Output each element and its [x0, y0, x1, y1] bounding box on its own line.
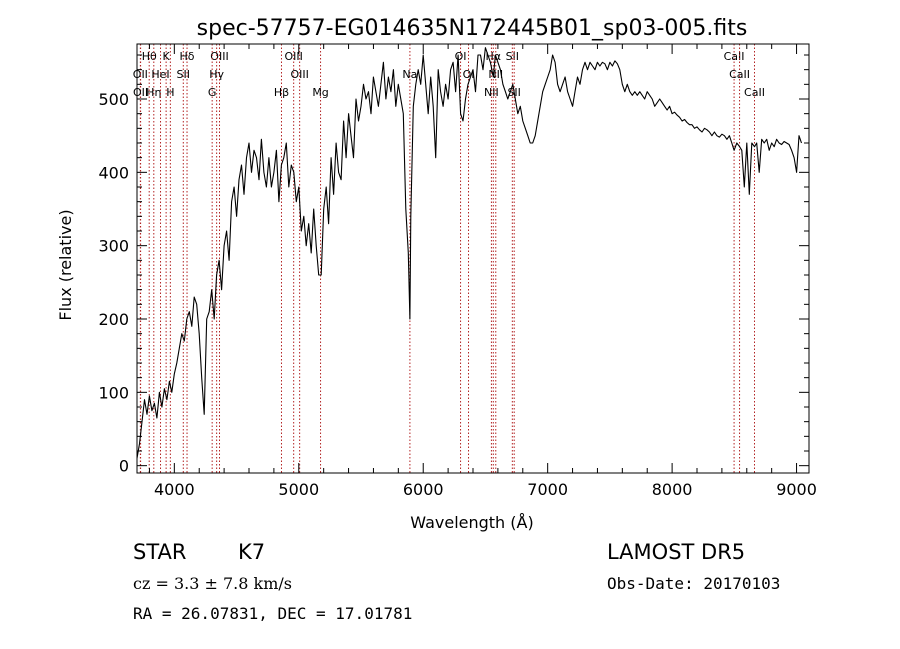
- survey-label: LAMOST DR5: [607, 540, 746, 564]
- line-marker-label-17: OI: [455, 50, 467, 63]
- x-tick-label-1: 5000: [278, 480, 319, 499]
- object-subclass: K7: [238, 540, 266, 564]
- spectrum-series: [136, 47, 803, 459]
- line-marker-label-16: Na: [402, 68, 417, 81]
- line-marker-label-25: CaII: [729, 68, 750, 81]
- line-marker-label-15: Mg: [312, 86, 328, 99]
- line-marker-label-11: G: [208, 86, 217, 99]
- x-tick-label-2: 6000: [403, 480, 444, 499]
- x-tick-label-4: 8000: [652, 480, 693, 499]
- line-marker-label-12: Hβ: [274, 86, 289, 99]
- line-marker-label-7: SII: [177, 68, 190, 81]
- y-tick-label-0: 0: [119, 457, 129, 476]
- object-class: STAR: [133, 540, 187, 564]
- line-marker-label-10: Hγ: [209, 68, 224, 81]
- y-axis-label: Flux (relative): [56, 209, 75, 320]
- plot-frame: [136, 43, 810, 474]
- line-marker-label-0: Hθ: [142, 50, 157, 63]
- line-marker-label-26: CaII: [744, 86, 765, 99]
- redshift-velocity: cz = 3.3 ± 7.8 km/s: [133, 574, 292, 593]
- chart-title: spec-57757-EG014635N172445B01_sp03-005.f…: [197, 16, 748, 41]
- line-marker-label-14: OIII: [290, 68, 308, 81]
- line-marker-label-3: Hη: [146, 86, 161, 99]
- x-tick-label-0: 4000: [154, 480, 195, 499]
- line-marker-label-18: OI: [463, 68, 475, 81]
- y-tick-label-5: 500: [98, 90, 129, 109]
- spectrum-line: [136, 47, 803, 459]
- line-marker-label-4: K: [163, 50, 171, 63]
- x-tick-label-5: 9000: [776, 480, 817, 499]
- line-marker-label-13: OIII: [284, 50, 302, 63]
- line-marker-label-24: CaII: [724, 50, 745, 63]
- y-tick-label-3: 300: [98, 237, 129, 256]
- line-marker-label-21: NII: [484, 86, 499, 99]
- axes: 4000 5000 6000 7000 8000 9000 0 100 200 300 400 500: [98, 44, 817, 499]
- line-marker-label-9: OIII: [210, 50, 228, 63]
- y-tick-label-2: 200: [98, 310, 129, 329]
- observation-date: Obs-Date: 20170103: [607, 574, 781, 593]
- line-marker-label-8: Hδ: [180, 50, 195, 63]
- line-marker-label-5: HeI: [151, 68, 169, 81]
- x-tick-label-3: 7000: [527, 480, 568, 499]
- ra-dec-coordinates: RA = 26.07831, DEC = 17.01781: [133, 604, 413, 623]
- line-marker-label-22: SII: [506, 50, 519, 63]
- line-marker-label-6: H: [166, 86, 174, 99]
- y-tick-label-1: 100: [98, 383, 129, 402]
- x-axis-label: Wavelength (Å): [410, 513, 533, 532]
- y-tick-label-4: 400: [98, 163, 129, 182]
